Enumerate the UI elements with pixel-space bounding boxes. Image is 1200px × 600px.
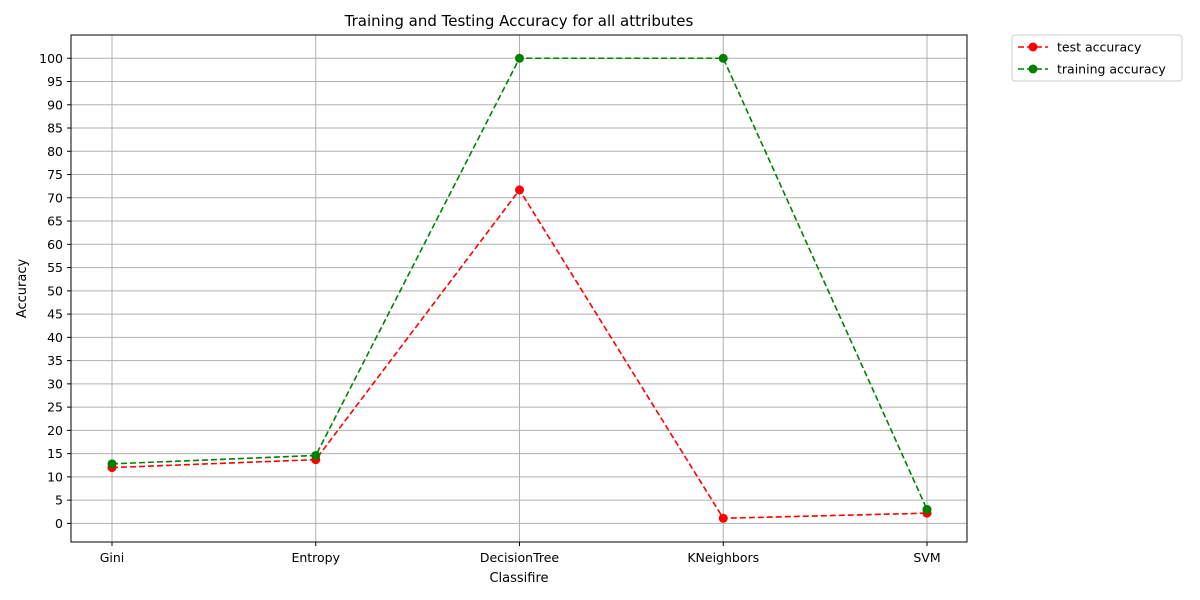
legend-label: training accuracy [1057, 62, 1166, 77]
legend-item: training accuracy [1018, 62, 1166, 77]
data-point [515, 185, 524, 195]
x-tick-label: KNeighbors [687, 550, 759, 565]
x-tick-label: Gini [100, 550, 125, 565]
y-tick-label: 40 [47, 330, 63, 345]
y-axis-label: Accuracy [15, 259, 30, 319]
x-axis-label: Classifire [489, 571, 548, 586]
y-tick-label: 60 [47, 237, 63, 252]
y-tick-label: 0 [55, 516, 63, 531]
y-tick-label: 65 [47, 214, 63, 229]
data-point [311, 450, 321, 460]
y-tick-label: 15 [47, 446, 63, 461]
x-tick-label: Entropy [291, 550, 340, 565]
y-tick-label: 35 [47, 353, 63, 368]
legend-box [1011, 34, 1183, 82]
data-point [718, 53, 728, 63]
data-point [515, 53, 524, 63]
y-tick-label: 95 [47, 74, 63, 89]
y-tick-label: 25 [47, 400, 63, 415]
grid [71, 35, 967, 542]
legend-label: test accuracy [1057, 40, 1142, 55]
ticks: Gini Entropy DecisionTree KNeighbors SVM 0 5 10… [39, 51, 941, 565]
legend-marker [1028, 64, 1038, 74]
legend: test accuracy training accuracy [1011, 34, 1183, 82]
data-point [718, 513, 728, 523]
legend-marker [1028, 42, 1038, 52]
y-tick-label: 45 [47, 307, 63, 322]
chart-title: Training and Testing Accuracy for all at… [344, 12, 694, 30]
y-tick-label: 5 [55, 493, 63, 508]
data-point [922, 504, 932, 514]
y-tick-label: 10 [47, 469, 63, 484]
y-tick-label: 90 [47, 97, 63, 112]
y-tick-label: 20 [47, 423, 63, 438]
y-tick-label: 80 [47, 144, 63, 159]
y-tick-label: 50 [47, 283, 63, 298]
series-training-accuracy [107, 53, 932, 514]
y-tick-label: 55 [47, 260, 63, 275]
data-point [107, 459, 117, 469]
series-layer [107, 53, 932, 523]
legend-item: test accuracy [1018, 40, 1142, 55]
y-tick-label: 100 [39, 51, 63, 66]
y-tick-label: 30 [47, 376, 63, 391]
y-tick-label: 75 [47, 167, 63, 182]
x-tick-label: SVM [913, 550, 940, 565]
x-tick-label: DecisionTree [480, 550, 560, 565]
y-tick-label: 70 [47, 190, 63, 205]
y-tick-label: 85 [47, 121, 63, 136]
